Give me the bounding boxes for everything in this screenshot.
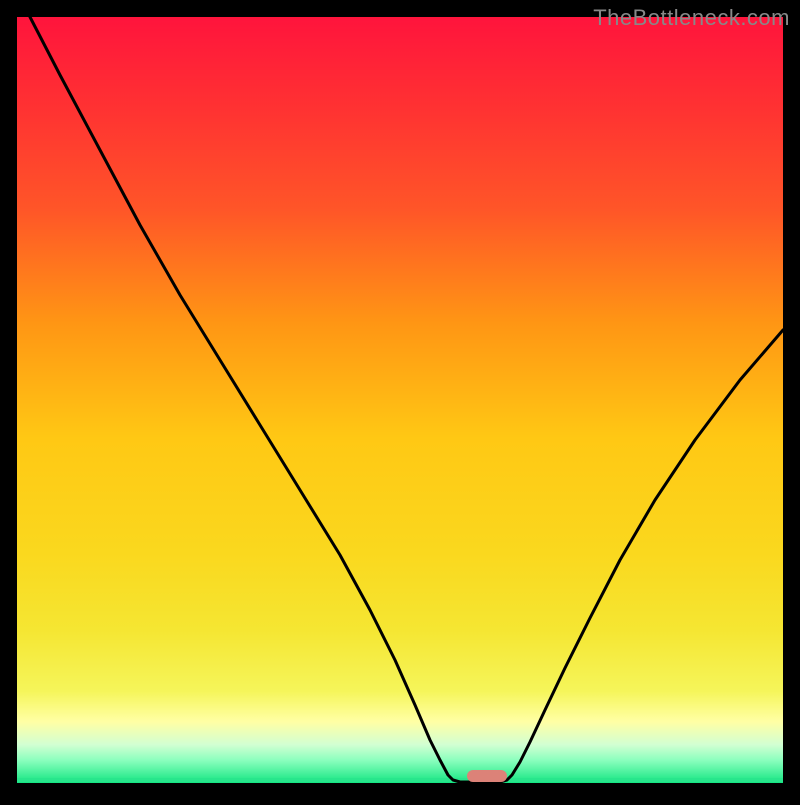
chart-container [0,0,800,800]
watermark-text: TheBottleneck.com [593,5,790,31]
bottleneck-chart [0,0,800,800]
